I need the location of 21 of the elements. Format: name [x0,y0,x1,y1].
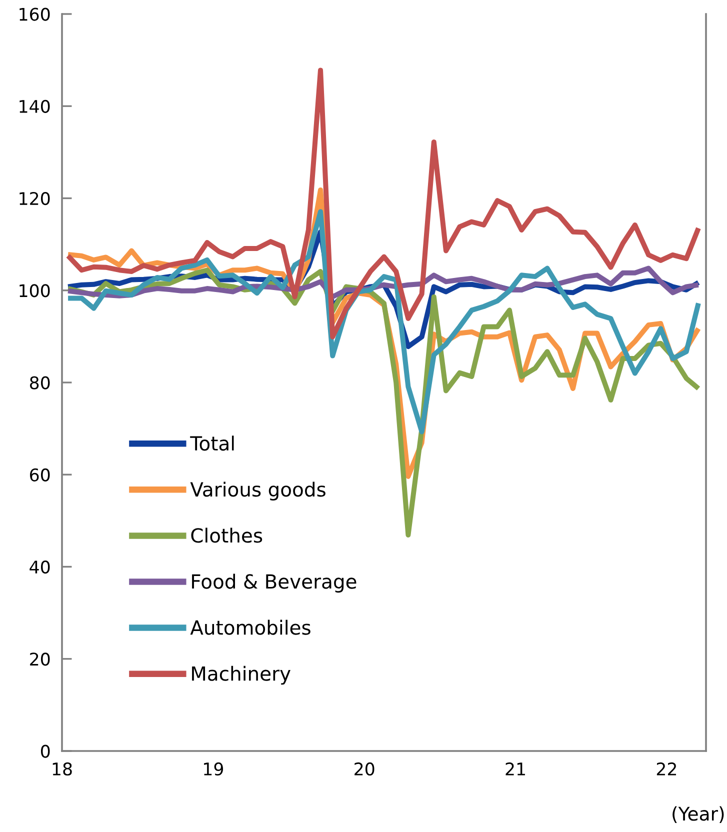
y-tick-label: 40 [30,560,50,574]
y-tick-label: 80 [30,376,50,390]
y-tick-label: 160 [20,8,50,21]
legend-label: Food & Beverage [192,574,356,593]
legend-label: Machinery [192,666,290,685]
legend-label: Total [190,436,234,451]
x-tick-label: 21 [506,762,525,776]
legend-label: Clothes [191,528,262,543]
x-tick-label: 19 [204,762,223,776]
y-tick-label: 0 [40,744,50,758]
y-tick-label: 120 [20,192,50,206]
x-tick-label: 20 [354,762,374,776]
x-tick-label: 22 [656,762,676,776]
y-tick-label: 100 [20,284,50,298]
y-tick-label: 20 [30,652,50,666]
y-tick-label: 140 [20,100,50,113]
legend-label: Various goods [190,482,326,501]
legend-label: Automobiles [190,620,310,635]
y-tick-label: 60 [30,468,50,482]
x-tick-label: 18 [52,762,72,776]
x-axis-title: (Year) [672,806,724,823]
